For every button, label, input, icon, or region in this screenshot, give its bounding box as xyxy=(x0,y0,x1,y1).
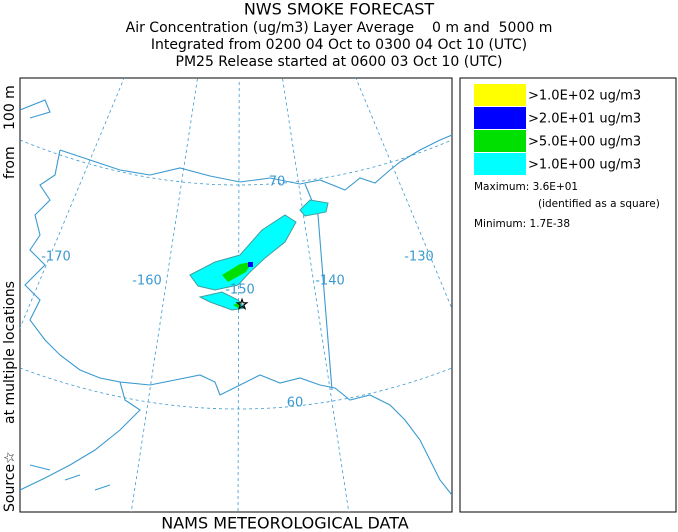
legend-swatch xyxy=(474,107,526,129)
side-label-part: from xyxy=(2,146,18,179)
smoke-cyan xyxy=(198,291,246,311)
legend-maximum-note: (identified as a square) xyxy=(538,198,660,210)
parallel xyxy=(20,367,452,410)
smoke-cyan xyxy=(299,199,329,217)
legend-label: >1.0E+00 ug/m3 xyxy=(528,158,641,173)
legend-maximum: Maximum: 3.6E+01 xyxy=(474,181,578,193)
parallel xyxy=(20,139,452,186)
grid-label: 60 xyxy=(287,396,304,411)
map-frame xyxy=(19,77,453,513)
legend-swatch xyxy=(474,84,526,106)
header-line: Air Concentration (ug/m3) Layer Average … xyxy=(126,20,553,36)
grid-label: 70 xyxy=(269,175,286,190)
header-line: Integrated from 0200 04 Oct to 0300 04 O… xyxy=(151,37,527,53)
smoke-green xyxy=(233,302,240,309)
side-label: Source☆ at multiple locations from 100 m xyxy=(2,85,18,512)
legend-swatch xyxy=(474,130,526,152)
source-star: ☆ xyxy=(236,297,249,313)
title: NWS SMOKE FORECAST xyxy=(244,0,435,19)
footer: NAMS METEOROLOGICAL DATA xyxy=(161,514,409,532)
legend-label: >1.0E+02 ug/m3 xyxy=(528,89,641,104)
meridian xyxy=(282,78,350,512)
smoke-green xyxy=(222,262,252,282)
legend-label: >2.0E+01 ug/m3 xyxy=(528,112,641,127)
side-label-part: at multiple locations xyxy=(2,281,18,424)
side-label-part: Source☆ xyxy=(2,451,18,512)
grid-label: -170 xyxy=(41,250,71,265)
smoke-cyan xyxy=(189,214,297,291)
legend-minimum: Minimum: 1.7E-38 xyxy=(474,218,570,230)
meridian xyxy=(130,78,198,512)
header-line: PM25 Release started at 0600 03 Oct 10 (… xyxy=(176,54,503,70)
grid-label: -150 xyxy=(225,283,255,298)
meridian xyxy=(237,78,240,512)
legend: >1.0E+02 ug/m3 >2.0E+01 ug/m3 >5.0E+00 ug/… xyxy=(474,84,641,175)
legend-label: >5.0E+00 ug/m3 xyxy=(528,135,641,150)
islands xyxy=(29,464,111,491)
map: ☆ xyxy=(20,78,452,512)
grid-label: -130 xyxy=(404,250,434,265)
side-label-part: 100 m xyxy=(2,85,18,130)
grid-label: -140 xyxy=(315,274,345,289)
border xyxy=(304,183,333,391)
meridian xyxy=(355,78,452,310)
coastline xyxy=(20,99,452,496)
legend-swatch xyxy=(474,153,526,175)
max-square xyxy=(248,262,253,267)
grid-label: -160 xyxy=(132,274,162,289)
